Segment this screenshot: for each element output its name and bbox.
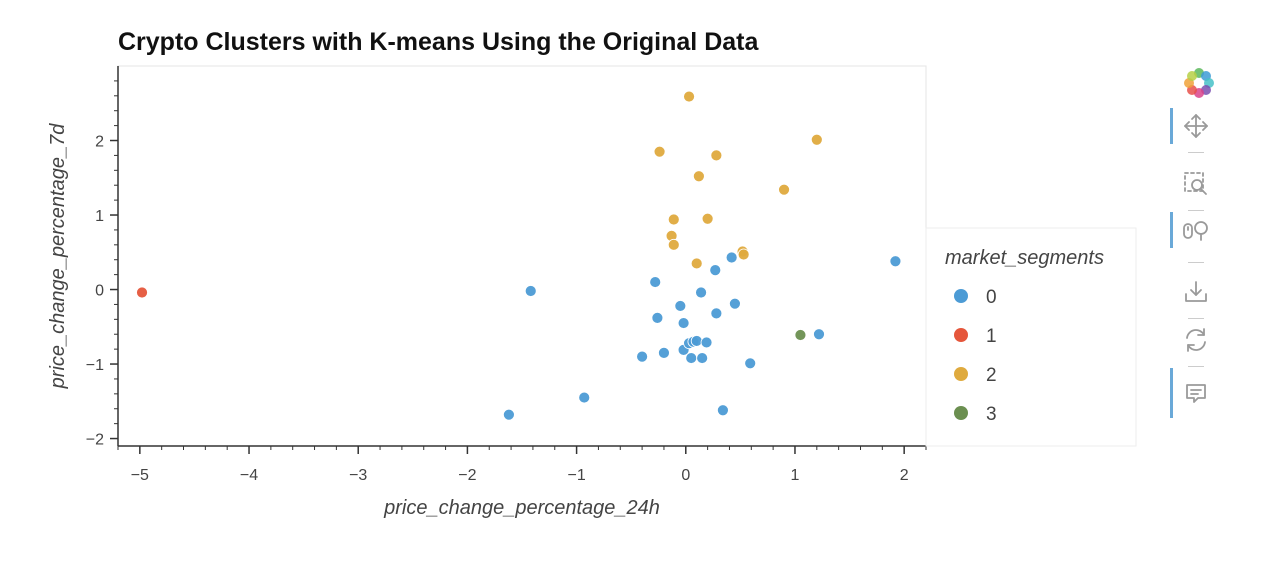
scatter-point-segment-0[interactable] (729, 297, 741, 310)
legend-marker-segment-0 (954, 289, 968, 303)
scatter-point-segment-2[interactable] (653, 145, 666, 158)
scatter-point-segment-3[interactable] (794, 329, 807, 341)
scatter-point-segment-0[interactable] (744, 357, 757, 370)
scatter-point-segment-2[interactable] (737, 248, 750, 261)
legend-label-segment-3: 3 (986, 404, 997, 425)
scatter-point-segment-0[interactable] (725, 251, 738, 264)
scatter-point-segment-2[interactable] (810, 133, 823, 146)
y-tick-label: 1 (95, 208, 104, 225)
box-zoom-icon (1184, 172, 1207, 195)
scatter-point-segment-0[interactable] (690, 335, 703, 347)
scatter-point-segment-0[interactable] (658, 346, 670, 359)
bokeh-logo[interactable] (1168, 62, 1224, 98)
toolbar-divider (1188, 210, 1204, 211)
scatter-point-segment-0[interactable] (685, 352, 698, 364)
x-tick-label: 2 (900, 467, 909, 484)
legend-marker-segment-3 (954, 406, 968, 420)
scatter-point-segment-0[interactable] (524, 285, 537, 297)
y-axis: −2 −1 0 1 2 (86, 66, 119, 449)
wheel-zoom-icon (1183, 221, 1208, 241)
scatter-point-segment-2[interactable] (710, 149, 723, 162)
pan-icon (1184, 114, 1208, 138)
scatter-point-segment-0[interactable] (813, 328, 825, 341)
y-tick-label: 2 (95, 134, 104, 151)
scatter-point-segment-0[interactable] (578, 391, 591, 404)
bokeh-logo-icon (1184, 68, 1214, 98)
legend: market_segments 0 1 2 3 (925, 227, 1137, 447)
wheel-zoom-tool-button[interactable] (1168, 212, 1224, 248)
reset-tool-button[interactable] (1168, 322, 1224, 358)
toolbar-divider (1188, 318, 1204, 319)
scatter-point-segment-1[interactable] (136, 286, 148, 299)
scatter-point-segment-0[interactable] (696, 352, 709, 364)
legend-label-segment-2: 2 (986, 365, 997, 386)
scatter-points (136, 90, 902, 421)
save-tool-button[interactable] (1168, 274, 1224, 310)
scatter-point-segment-0[interactable] (651, 311, 664, 324)
x-axis: −5 −4 −3 −2 −1 0 1 2 (117, 445, 927, 484)
toolbar-divider (1188, 152, 1204, 153)
scatter-point-segment-2[interactable] (701, 212, 714, 225)
scatter-point-segment-0[interactable] (674, 300, 687, 312)
box-zoom-tool-button[interactable] (1168, 166, 1224, 202)
x-tick-label: −4 (240, 467, 258, 484)
y-axis-label: price_change_percentage_7d (47, 123, 69, 390)
legend-marker-segment-1 (954, 328, 968, 342)
scatter-point-segment-2[interactable] (683, 90, 695, 103)
y-tick-label: −2 (86, 432, 104, 449)
pan-tool-button[interactable] (1168, 108, 1224, 144)
legend-marker-segment-2 (954, 367, 968, 381)
scatter-point-segment-2[interactable] (692, 170, 705, 183)
plot-area[interactable] (117, 65, 927, 447)
hover-tool-button[interactable] (1168, 368, 1224, 418)
x-tick-label: 0 (681, 467, 690, 484)
x-axis-label: price_change_percentage_24h (383, 497, 660, 519)
scatter-point-segment-2[interactable] (667, 238, 680, 251)
scatter-point-segment-0[interactable] (677, 317, 690, 329)
legend-title: market_segments (945, 247, 1104, 269)
scatter-point-segment-0[interactable] (709, 264, 722, 277)
legend-label-segment-1: 1 (986, 326, 997, 347)
scatter-point-segment-0[interactable] (710, 307, 723, 320)
chart-title: Crypto Clusters with K-means Using the O… (118, 28, 759, 56)
hover-icon (1186, 384, 1206, 403)
scatter-point-segment-0[interactable] (695, 286, 707, 299)
scatter-point-segment-0[interactable] (700, 336, 713, 349)
scatter-point-segment-0[interactable] (502, 408, 515, 421)
wheel-zoom-active-indicator (1170, 212, 1173, 248)
toolbar-divider (1188, 262, 1204, 263)
scatter-point-segment-2[interactable] (667, 213, 680, 226)
x-tick-label: −2 (458, 467, 476, 484)
reset-icon (1186, 328, 1206, 352)
hover-tool-active-indicator (1170, 368, 1173, 418)
chart-toolbar (1168, 62, 1228, 422)
legend-label-segment-0: 0 (986, 287, 997, 308)
pan-tool-active-indicator (1170, 108, 1173, 144)
x-tick-label: −5 (131, 467, 149, 484)
scatter-point-segment-0[interactable] (649, 276, 662, 288)
x-tick-label: −1 (567, 467, 585, 484)
x-tick-label: 1 (791, 467, 800, 484)
chart-canvas[interactable]: Crypto Clusters with K-means Using the O… (0, 0, 1160, 564)
scatter-point-segment-0[interactable] (717, 404, 729, 417)
save-icon (1185, 281, 1207, 302)
toolbar-divider (1188, 366, 1204, 367)
scatter-point-segment-0[interactable] (636, 350, 649, 363)
x-tick-label: −3 (349, 467, 367, 484)
scatter-point-segment-2[interactable] (778, 183, 790, 196)
y-tick-label: −1 (86, 357, 104, 374)
y-tick-label: 0 (95, 283, 104, 300)
scatter-point-segment-0[interactable] (889, 255, 902, 268)
scatter-point-segment-2[interactable] (690, 257, 703, 270)
